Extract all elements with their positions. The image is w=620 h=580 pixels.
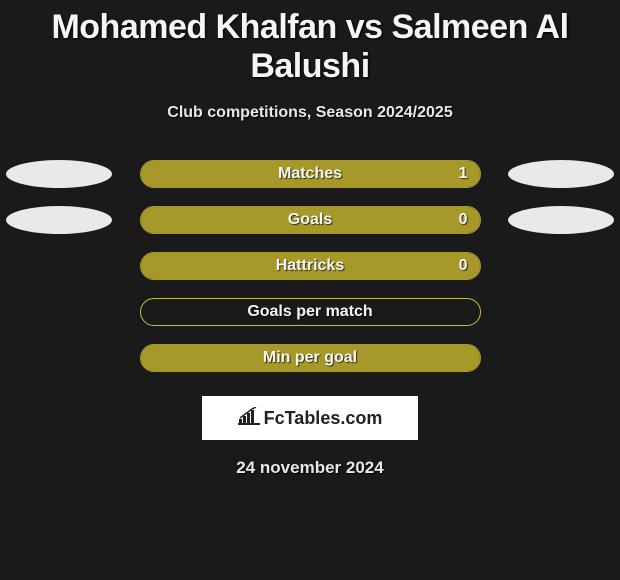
comparison-infographic: Mohamed Khalfan vs Salmeen Al Balushi Cl…: [0, 0, 620, 580]
stat-label: Hattricks: [276, 257, 344, 275]
stat-row: Hattricks 0: [0, 252, 620, 280]
logo: FcTables.com: [238, 407, 383, 430]
stat-label: Matches: [278, 165, 342, 183]
stat-bar: Min per goal: [140, 344, 481, 372]
stat-value: 0: [459, 257, 468, 275]
stat-bar: Matches 1: [140, 160, 481, 188]
stat-row: Goals 0: [0, 206, 620, 234]
stat-value: 0: [459, 211, 468, 229]
stat-row: Min per goal: [0, 344, 620, 372]
chart-icon: [238, 407, 260, 430]
player-left-ellipse: [6, 206, 112, 234]
stat-bar: Goals 0: [140, 206, 481, 234]
date-label: 24 november 2024: [0, 458, 620, 478]
stat-value: 1: [459, 165, 468, 183]
player-right-ellipse: [508, 206, 614, 234]
stat-row: Goals per match: [0, 298, 620, 326]
stat-label: Min per goal: [263, 349, 357, 367]
stat-rows: Matches 1 Goals 0 Hattricks 0 Goals per match M…: [0, 160, 620, 372]
stat-label: Goals: [288, 211, 332, 229]
player-right-ellipse: [508, 160, 614, 188]
stat-row: Matches 1: [0, 160, 620, 188]
logo-box: FcTables.com: [202, 396, 418, 440]
stat-label: Goals per match: [247, 303, 372, 321]
stat-bar: Goals per match: [140, 298, 481, 326]
subtitle: Club competitions, Season 2024/2025: [0, 104, 620, 122]
page-title: Mohamed Khalfan vs Salmeen Al Balushi: [0, 0, 620, 86]
logo-text: FcTables.com: [264, 408, 383, 429]
stat-bar: Hattricks 0: [140, 252, 481, 280]
player-left-ellipse: [6, 160, 112, 188]
